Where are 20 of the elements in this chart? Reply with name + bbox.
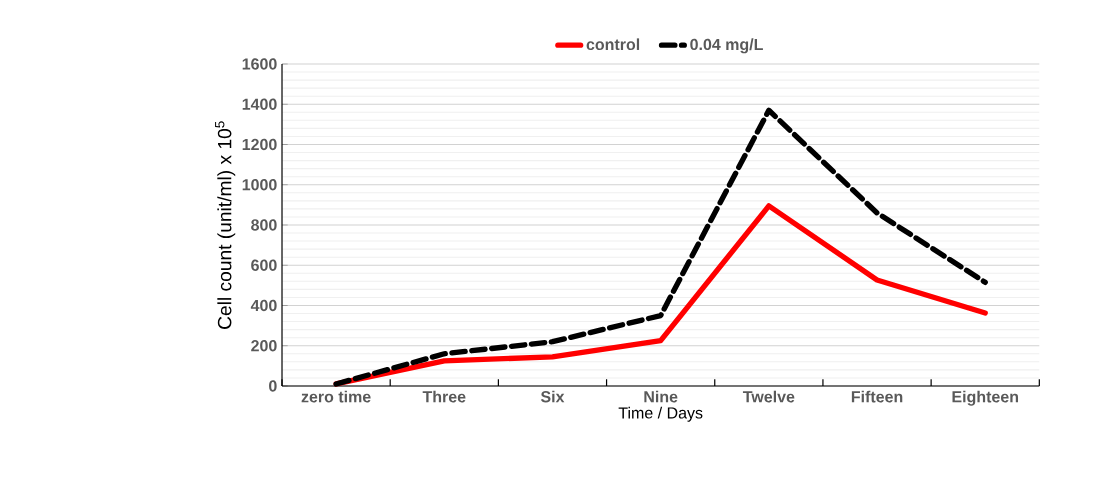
y-tick-label: 800 <box>251 219 277 231</box>
x-tick-label: Twelve <box>742 390 795 403</box>
y-tick-label: 400 <box>250 299 277 312</box>
y-tick-label: 1600 <box>242 58 277 70</box>
x-tick-label: Six <box>540 390 565 403</box>
x-axis-title: Time / Days <box>618 406 703 422</box>
x-tick-label: zero time <box>301 390 371 403</box>
y-tick-label: 1000 <box>242 179 277 191</box>
y-tick-label: 600 <box>251 259 277 271</box>
x-tick-label: Fifteen <box>851 390 903 403</box>
y-tick-label: 1200 <box>242 138 277 151</box>
y-tick-label: 1400 <box>242 98 277 110</box>
legend-label: control <box>586 38 640 51</box>
y-tick-label: 0 <box>269 380 277 392</box>
x-tick-label: Eighteen <box>952 390 1019 406</box>
y-tick-label: 200 <box>251 340 277 352</box>
y-axis-title: Cell count (unit/ml) x 10$^{5}$ <box>215 121 236 329</box>
legend-label: 0.04 mg/L <box>690 38 763 54</box>
x-tick-label: Nine <box>644 390 678 403</box>
x-tick-label: Three <box>422 390 466 403</box>
